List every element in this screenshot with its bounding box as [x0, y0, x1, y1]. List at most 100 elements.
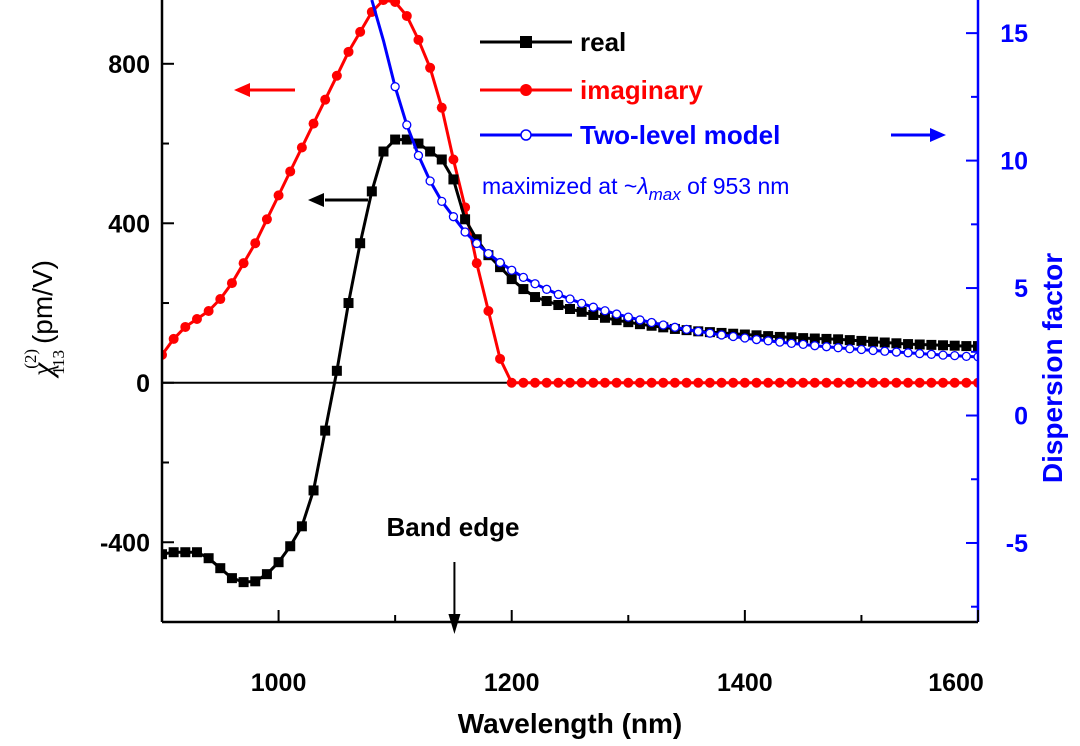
data-point: [844, 335, 855, 346]
data-point: [390, 0, 401, 7]
data-point: [856, 335, 867, 346]
data-point: [203, 306, 214, 316]
data-point: [658, 377, 669, 388]
data-point: [681, 377, 692, 388]
data-point: [739, 377, 750, 388]
data-point: [705, 328, 715, 338]
data-point: [809, 377, 820, 388]
data-point: [961, 351, 971, 362]
data-point: [542, 284, 552, 294]
y-right-tick-label: -5: [1006, 530, 1028, 558]
data-point: [763, 377, 774, 388]
data-point: [600, 306, 610, 316]
data-point: [296, 142, 307, 153]
data-point: [634, 377, 645, 388]
y-left-tick-label: 400: [108, 210, 150, 238]
data-point: [658, 320, 668, 330]
data-point: [565, 294, 575, 304]
data-point: [518, 284, 529, 295]
data-point: [390, 82, 400, 92]
series-line: [162, 138, 978, 584]
data-point: [751, 334, 762, 345]
data-point: [903, 339, 914, 350]
data-point: [553, 289, 563, 300]
data-point: [238, 258, 249, 269]
data-point: [576, 306, 587, 317]
annotation-maximized: maximized at ~λmax of 953 nm: [482, 173, 789, 204]
data-point: [250, 576, 261, 587]
data-point: [868, 336, 879, 347]
x-axis-label: Wavelength (nm): [458, 708, 683, 739]
data-point: [763, 336, 773, 346]
data-point: [891, 377, 902, 388]
data-point: [926, 339, 937, 350]
data-point: [740, 333, 750, 343]
data-point: [833, 334, 844, 345]
data-point: [483, 306, 494, 316]
data-point: [191, 313, 202, 324]
legend-entry-imaginary: imaginary: [480, 75, 703, 105]
data-point: [401, 134, 412, 145]
data-point: [879, 377, 890, 388]
data-point: [833, 343, 843, 353]
data-point: [355, 238, 366, 249]
data-point: [401, 10, 412, 21]
data-point: [786, 332, 797, 343]
data-point: [285, 166, 296, 177]
data-point: [821, 342, 832, 352]
data-point: [402, 120, 412, 130]
y-right-tick-label: 5: [1014, 275, 1028, 303]
data-point: [599, 377, 610, 388]
data-point: [425, 62, 436, 73]
data-point: [530, 377, 541, 388]
series-two-level-model: [370, 0, 978, 362]
y-left-unit: (pm/V): [27, 260, 58, 344]
data-point: [273, 557, 284, 568]
data-point: [506, 274, 517, 285]
y-right-tick-label: 15: [1000, 20, 1028, 48]
y-axis-right-label: Dispersion factor: [1037, 253, 1068, 483]
data-point: [786, 377, 797, 388]
y-axis-right: -5 0 5 10 15: [966, 20, 1028, 608]
data-point: [436, 102, 447, 113]
svg-text:Two-level model: Two-level model: [580, 120, 780, 150]
data-point: [448, 212, 459, 222]
svg-text:imaginary: imaginary: [580, 75, 703, 105]
data-point: [576, 377, 587, 388]
data-point: [378, 146, 389, 157]
data-point: [670, 322, 680, 332]
data-point: [623, 377, 634, 388]
data-point: [425, 176, 435, 186]
data-point: [774, 331, 785, 342]
data-point: [809, 333, 820, 344]
data-point: [950, 350, 960, 361]
data-point: [588, 377, 599, 388]
data-point: [588, 302, 598, 312]
data-point: [436, 154, 447, 165]
data-point: [273, 190, 284, 201]
data-point: [949, 377, 960, 388]
data-point: [238, 577, 249, 588]
data-point: [623, 317, 634, 328]
y-axis-left-label: χ(2) 113 (pm/V): [21, 260, 68, 379]
data-point: [483, 248, 494, 259]
data-point: [577, 298, 587, 309]
data-point: [390, 134, 401, 145]
legend-entry-two-level-model: Two-level model: [480, 120, 780, 150]
arrow-down-band-edge-icon: [448, 562, 461, 634]
data-point: [472, 238, 482, 249]
data-point: [611, 377, 622, 388]
data-point: [646, 317, 657, 328]
data-point: [343, 46, 354, 57]
data-point: [355, 26, 366, 37]
data-point: [844, 377, 855, 388]
data-point: [763, 331, 774, 342]
data-point: [413, 138, 424, 149]
data-point: [495, 257, 505, 268]
data-point: [226, 573, 237, 584]
data-point: [588, 309, 599, 320]
y-left-tick-label: 0: [136, 370, 150, 398]
data-point: [961, 341, 972, 352]
data-point: [506, 377, 517, 388]
